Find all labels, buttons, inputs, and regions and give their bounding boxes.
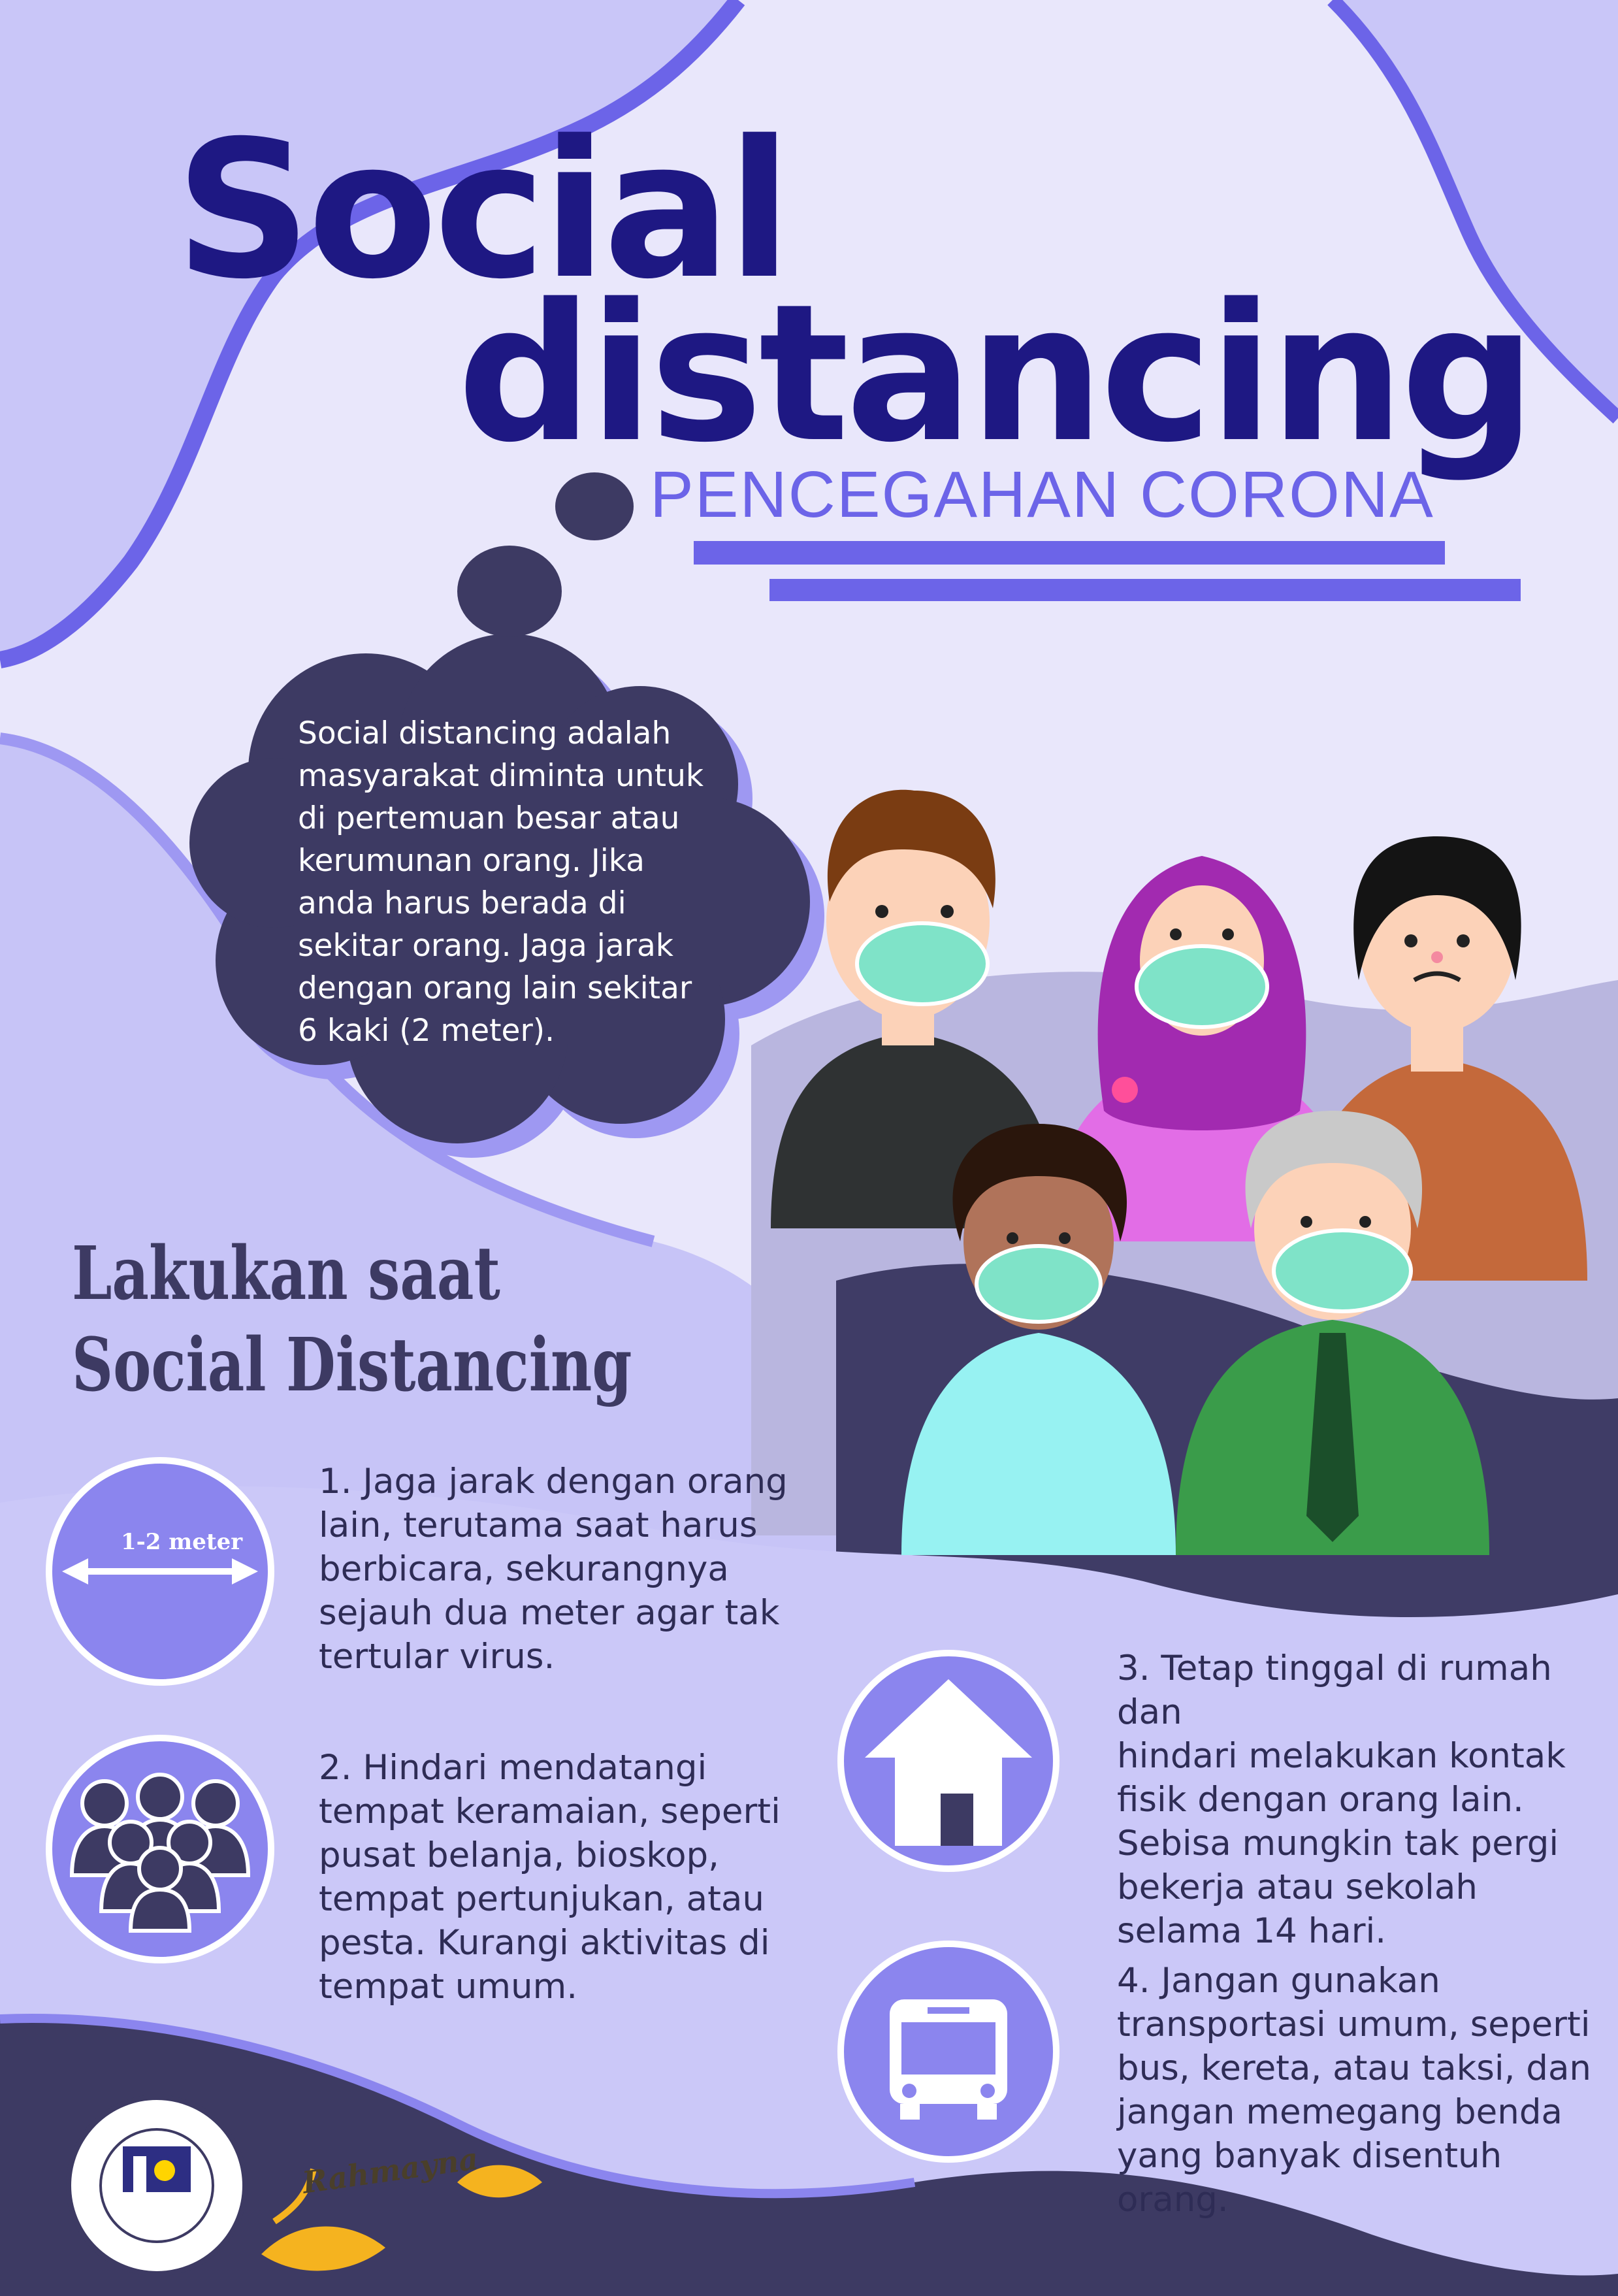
bus-icon [841, 1944, 1056, 2159]
distance-circle [46, 1457, 274, 1686]
distance-arrow-icon: 1-2 meter [121, 1529, 243, 1555]
thought-cloud-shape [189, 472, 810, 1143]
title-social: Social [175, 101, 792, 321]
step-1-text: 1. Jaga jarak dengan orang lain, terutam… [319, 1462, 788, 1677]
house-icon [841, 1653, 1056, 1869]
subtitle: PENCEGAHAN CORONA [650, 458, 1434, 531]
bus-circle [837, 1941, 1060, 2163]
step-3-text: 3. Tetap tinggal di rumah dan hindari me… [1117, 1648, 1566, 1951]
house-circle [837, 1650, 1060, 1872]
title-distancing: distancing [457, 264, 1536, 484]
udinus-logo [66, 2095, 248, 2276]
step-4-text: 4. Jangan gunakan transportasi umum, sep… [1117, 1961, 1592, 2220]
section-heading-line1: Lakukan saat [72, 1231, 500, 1317]
section-heading-line2: Social Distancing [72, 1322, 632, 1408]
crowd-circle [46, 1735, 274, 1963]
step-2-text: 2. Hindari mendatangi tempat keramaian, … [319, 1748, 781, 2007]
thought-cloud-text: Social distancing adalah masyarakat dimi… [298, 715, 704, 1049]
udinus-logo-mark [69, 2097, 245, 2274]
people-illustration [771, 789, 1587, 1555]
signature-leaves [261, 2165, 542, 2271]
crowd-icon [49, 1738, 271, 1960]
